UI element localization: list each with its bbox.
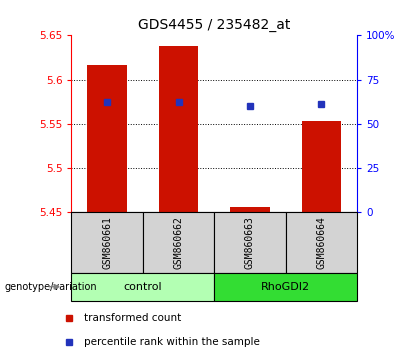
Bar (159, 46, 198, 212)
Text: genotype/variation: genotype/variation (4, 282, 97, 292)
Title: GDS4455 / 235482_at: GDS4455 / 235482_at (138, 18, 290, 32)
Text: RhoGDI2: RhoGDI2 (261, 282, 310, 292)
Bar (286, 212, 357, 273)
Text: transformed count: transformed count (84, 313, 181, 323)
Bar (214, 273, 357, 301)
Text: GSM860662: GSM860662 (173, 216, 184, 269)
Bar (230, 207, 270, 212)
Bar (87, 64, 127, 212)
Text: percentile rank within the sample: percentile rank within the sample (84, 337, 260, 347)
Bar (143, 212, 214, 273)
Text: GSM860661: GSM860661 (102, 216, 112, 269)
Text: control: control (123, 282, 162, 292)
Text: GSM860664: GSM860664 (316, 216, 326, 269)
Bar (71, 212, 143, 273)
Bar (302, 121, 341, 212)
Bar (214, 212, 286, 273)
Text: GSM860663: GSM860663 (245, 216, 255, 269)
Bar (71, 273, 214, 301)
